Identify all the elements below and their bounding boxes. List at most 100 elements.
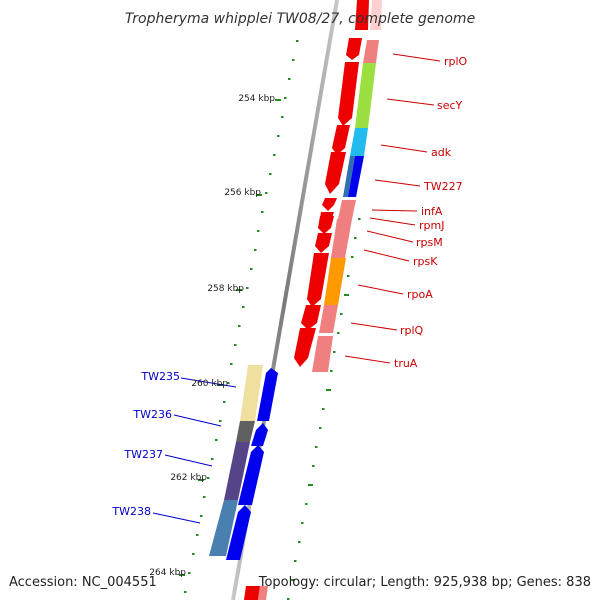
tick-layer <box>179 40 361 600</box>
scale-minor-tick <box>296 40 299 42</box>
gene-label-secY[interactable]: secY <box>437 99 463 112</box>
gene-block-top <box>370 0 382 30</box>
scale-minor-tick <box>238 325 241 327</box>
gene-label-TW236[interactable]: TW236 <box>132 408 172 421</box>
leader-line <box>369 217 416 226</box>
left-gene-strip <box>209 365 278 560</box>
gene-label-truA[interactable]: truA <box>394 357 418 370</box>
scale-minor-tick <box>203 496 206 498</box>
topology-text: Topology: circular; Length: 925,938 bp; … <box>258 575 591 590</box>
gene-block-truA <box>312 336 333 372</box>
gene-label-TW235[interactable]: TW235 <box>140 370 180 383</box>
gene-block-tw237 <box>224 442 250 500</box>
scale-minor-tick <box>288 78 291 80</box>
leader-line <box>371 209 418 212</box>
gene-label-TW238[interactable]: TW238 <box>111 505 151 518</box>
gene-label-adk[interactable]: adk <box>431 146 452 159</box>
scale-major-tick <box>179 574 185 576</box>
reverse-arrow-truA <box>294 328 316 367</box>
gene-label-infA[interactable]: infA <box>421 205 443 218</box>
reverse-arrow-TW227 <box>325 152 346 194</box>
gene-label-rplQ[interactable]: rplQ <box>400 324 424 337</box>
reverse-arrow-secY <box>338 62 359 126</box>
scale-minor-tick <box>219 420 222 422</box>
reverse-arrow-rplO <box>346 38 362 60</box>
scale-minor-tick <box>200 515 203 517</box>
scale-major-tick <box>198 479 204 481</box>
gene-label-TW237[interactable]: TW237 <box>123 448 163 461</box>
scale-minor-tick <box>250 268 253 270</box>
scale-minor-tick <box>305 503 308 505</box>
leader-line <box>173 414 222 427</box>
leader-line <box>374 179 421 187</box>
leader-line <box>363 249 410 262</box>
scale-minor-tick <box>246 287 249 289</box>
gene-block-TW227-b <box>348 156 364 197</box>
scale-minor-tick <box>354 237 357 239</box>
scale-minor-tick <box>242 306 245 308</box>
scale-minor-tick <box>215 439 218 441</box>
scale-minor-tick <box>273 154 276 156</box>
forward-arrow-tw236 <box>251 423 268 446</box>
scale-label-254: 254 kbp <box>238 94 275 104</box>
map-title: Tropheryma whipplei TW08/27, complete ge… <box>125 11 475 27</box>
gene-block-infA <box>338 200 356 219</box>
scale-minor-tick <box>223 401 226 403</box>
scale-minor-tick <box>319 427 322 429</box>
scale-minor-tick <box>312 465 315 467</box>
scale-minor-tick <box>326 389 331 391</box>
scale-minor-tick <box>298 541 301 543</box>
gene-block-rpsM <box>331 219 352 258</box>
scale-minor-tick <box>207 477 210 479</box>
leader-line <box>386 98 435 106</box>
scale-minor-tick <box>196 534 199 536</box>
scale-minor-tick <box>211 458 214 460</box>
gene-label-rpsM[interactable]: rpsM <box>416 236 443 249</box>
scale-minor-tick <box>184 591 187 593</box>
scale-label-256: 256 kbp <box>224 188 261 198</box>
reverse-arrow-bottom <box>244 586 260 600</box>
leader-line <box>350 322 398 331</box>
scale-minor-tick <box>340 313 343 315</box>
scale-minor-tick <box>315 446 318 448</box>
leader-line <box>152 512 201 524</box>
gene-label-rpoA[interactable]: rpoA <box>407 288 433 301</box>
reverse-arrow-rplQ <box>301 305 321 330</box>
scale-minor-tick <box>351 256 354 258</box>
leader-line <box>380 144 428 153</box>
scale-minor-tick <box>277 135 280 137</box>
scale-minor-tick <box>230 363 233 365</box>
gene-label-TW227[interactable]: TW227 <box>423 180 463 193</box>
scale-minor-tick <box>188 572 191 574</box>
scale-major-tick <box>236 289 242 291</box>
gene-label-rplO[interactable]: rplO <box>444 55 468 68</box>
leader-line <box>357 284 404 295</box>
gene-block-tw238 <box>209 500 238 556</box>
gene-block-tw235 <box>240 365 263 421</box>
right-label-lines <box>344 53 441 364</box>
reverse-arrow-infA <box>322 198 337 211</box>
scale-label-260: 260 kbp <box>191 379 228 389</box>
reverse-arrow-top <box>355 0 369 30</box>
reverse-arrow-rpoA <box>307 253 329 307</box>
gene-label-rpmJ[interactable]: rpmJ <box>419 219 444 232</box>
scale-minor-tick <box>254 249 257 251</box>
scale-minor-tick <box>269 173 272 175</box>
scale-minor-tick <box>281 116 284 118</box>
scale-minor-tick <box>234 344 237 346</box>
leader-line <box>366 230 414 243</box>
scale-minor-tick <box>322 408 325 410</box>
scale-minor-tick <box>333 351 336 353</box>
scale-minor-tick <box>294 560 297 562</box>
gene-label-rpsK[interactable]: rpsK <box>413 255 438 268</box>
scale-minor-tick <box>265 192 268 194</box>
scale-labels: 254 kbp 256 kbp 258 kbp 260 kbp 262 kbp … <box>149 94 275 578</box>
scale-minor-tick <box>301 522 304 524</box>
reverse-arrow-adk <box>332 125 350 155</box>
leader-line <box>180 377 237 388</box>
scale-label-258: 258 kbp <box>207 284 244 294</box>
leader-line <box>164 454 213 467</box>
forward-arrow-tw235 <box>257 368 278 421</box>
scale-major-tick <box>217 384 223 386</box>
